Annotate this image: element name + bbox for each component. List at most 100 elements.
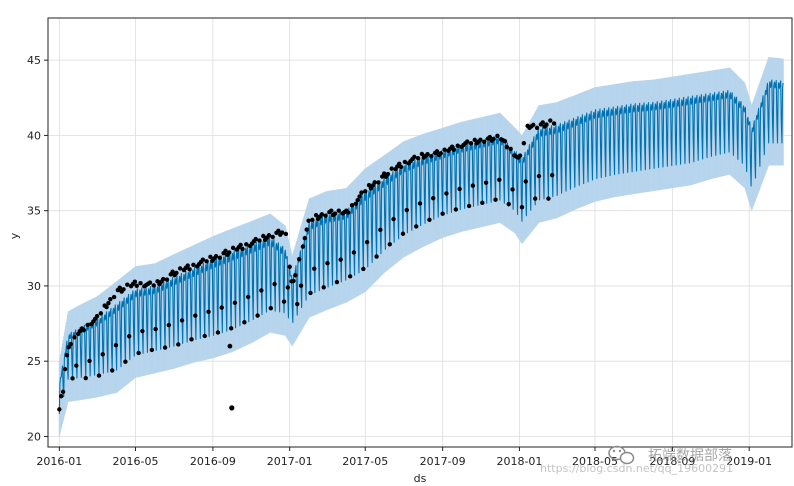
observation-point bbox=[132, 279, 138, 284]
observation-point bbox=[185, 263, 190, 268]
observation-point bbox=[338, 257, 343, 262]
observation-point bbox=[85, 322, 90, 328]
observation-point bbox=[304, 227, 309, 232]
observation-point bbox=[347, 274, 353, 279]
x-tick-label: 2016-01 bbox=[36, 455, 82, 468]
observation-point bbox=[193, 313, 198, 318]
x-tick-label: 2017-01 bbox=[267, 455, 313, 468]
observation-point bbox=[162, 345, 168, 350]
observation-point bbox=[160, 276, 166, 282]
observation-point bbox=[121, 287, 126, 292]
observation-point bbox=[70, 376, 75, 381]
observation-point bbox=[268, 306, 274, 311]
observation-point bbox=[549, 172, 555, 178]
observation-point bbox=[149, 347, 155, 353]
observation-point bbox=[385, 171, 391, 177]
observation-point bbox=[438, 151, 443, 156]
x-tick-label: 2016-05 bbox=[113, 455, 159, 468]
observation-point bbox=[387, 242, 392, 247]
observation-point bbox=[372, 180, 377, 185]
observation-point bbox=[427, 217, 432, 222]
observation-point bbox=[491, 136, 496, 142]
observation-point bbox=[104, 304, 109, 310]
forecast-path bbox=[58, 79, 784, 414]
observation-point bbox=[534, 125, 540, 131]
observation-point bbox=[215, 330, 221, 335]
observation-point bbox=[451, 147, 457, 152]
observation-point bbox=[151, 283, 156, 288]
observation-point bbox=[285, 285, 291, 290]
observation-point bbox=[306, 218, 311, 223]
observation-point bbox=[255, 313, 260, 318]
observation-point bbox=[482, 139, 487, 144]
observation-point bbox=[74, 363, 79, 368]
observation-point bbox=[398, 164, 404, 170]
observation-point bbox=[189, 337, 194, 342]
observation-point bbox=[425, 151, 430, 157]
observation-point bbox=[111, 294, 117, 300]
observation-point bbox=[83, 375, 88, 381]
observation-point bbox=[415, 156, 421, 161]
observation-point bbox=[519, 205, 525, 210]
observation-point bbox=[179, 318, 185, 323]
observation-point bbox=[279, 230, 285, 235]
observation-point bbox=[351, 250, 357, 255]
observation-point bbox=[230, 245, 236, 251]
observation-point bbox=[125, 282, 130, 287]
observation-point bbox=[242, 320, 247, 325]
observation-point bbox=[470, 183, 476, 188]
observation-point bbox=[465, 139, 470, 144]
observation-point bbox=[400, 231, 406, 236]
observation-point bbox=[219, 305, 224, 310]
x-tick-label: 2018-05 bbox=[572, 455, 618, 468]
observation-point bbox=[523, 179, 528, 184]
forecast-line bbox=[58, 79, 784, 414]
observation-point bbox=[431, 196, 436, 201]
observation-point bbox=[300, 244, 306, 249]
y-tick-label: 40 bbox=[27, 129, 41, 142]
observation-point bbox=[502, 139, 508, 144]
observation-point bbox=[504, 144, 510, 150]
observation-point bbox=[94, 313, 100, 319]
observation-point bbox=[414, 224, 419, 229]
observation-point bbox=[202, 333, 207, 339]
observation-point bbox=[147, 280, 153, 285]
observation-point bbox=[349, 203, 355, 208]
observation-point bbox=[544, 122, 549, 127]
observation-point bbox=[153, 326, 158, 332]
observation-point bbox=[87, 358, 92, 364]
x-tick-label: 2019-01 bbox=[726, 455, 772, 468]
observation-point bbox=[108, 296, 113, 302]
observation-point bbox=[402, 159, 408, 165]
observation-point bbox=[293, 273, 298, 278]
observation-point bbox=[138, 281, 143, 286]
observation-point bbox=[363, 189, 368, 194]
observation-point bbox=[334, 279, 340, 285]
observation-point bbox=[412, 154, 417, 160]
observation-point bbox=[206, 309, 211, 315]
observation-point bbox=[66, 345, 71, 350]
observation-point bbox=[204, 259, 209, 264]
x-tick-label: 2017-09 bbox=[420, 455, 466, 468]
observation-point bbox=[308, 290, 313, 296]
observation-point bbox=[532, 196, 538, 201]
observation-point bbox=[140, 328, 145, 334]
observation-point bbox=[72, 335, 77, 340]
observation-point bbox=[227, 343, 233, 349]
observation-point bbox=[123, 359, 128, 364]
y-tick-label: 30 bbox=[27, 280, 41, 293]
observation-point bbox=[232, 300, 238, 305]
observation-point bbox=[98, 311, 104, 316]
observation-point bbox=[261, 233, 266, 239]
observation-point bbox=[174, 270, 179, 276]
observation-point bbox=[508, 146, 513, 152]
observation-point bbox=[276, 228, 281, 234]
observation-point bbox=[228, 326, 234, 331]
observation-point bbox=[319, 212, 325, 217]
observation-point bbox=[361, 266, 366, 272]
observation-point bbox=[187, 267, 192, 272]
observation-point bbox=[213, 253, 219, 259]
observation-point bbox=[346, 210, 351, 215]
observation-point bbox=[381, 171, 387, 176]
observation-point bbox=[506, 201, 511, 207]
